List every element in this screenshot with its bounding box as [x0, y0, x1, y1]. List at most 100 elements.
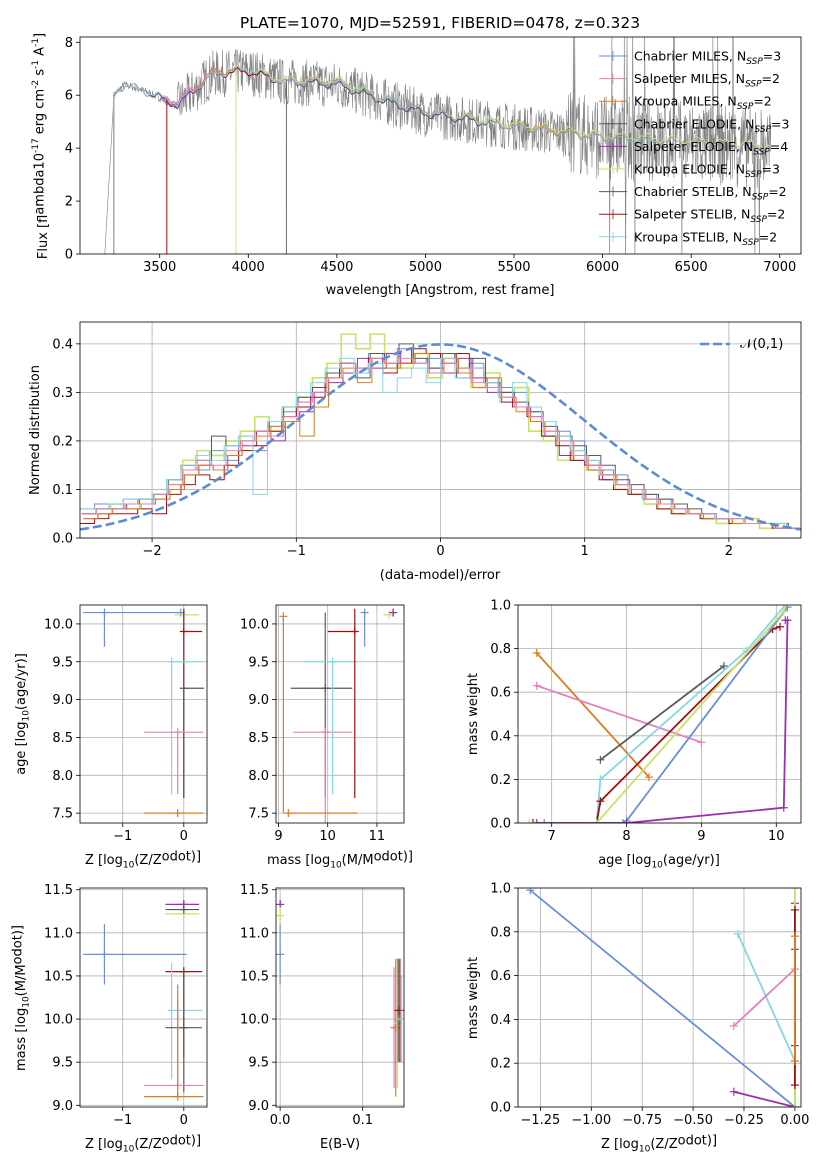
y-tick-label: 0.6 [490, 686, 511, 701]
y-tick-label: 11.0 [44, 926, 73, 941]
chart-title: PLATE=1070, MJD=52591, FIBERID=0478, z=0… [240, 14, 640, 32]
y-tick-label: 9.5 [52, 655, 73, 670]
axes-frame [275, 887, 405, 1108]
legend-label: 𝒩(0,1) [740, 337, 783, 352]
x-tick-label: 0.00 [780, 1113, 809, 1128]
x-tick-label: 0.1 [352, 1113, 373, 1128]
x-tick-label: 9 [274, 829, 282, 844]
x-axis-label: (data-model)/error [380, 568, 501, 583]
y-tick-label: 8 [65, 36, 73, 51]
y-tick-label: 10.0 [240, 1013, 269, 1028]
axes-frame [517, 604, 802, 824]
x-axis-label: Z [log10​(Z/Zodot)] [85, 849, 201, 870]
y-tick-label: 8.5 [248, 731, 269, 746]
x-axis-label: mass [log10​(M/Modot)] [267, 849, 413, 870]
x-tick-label: 4500 [320, 260, 353, 275]
plot-area [83, 900, 204, 1101]
y-tick-label: 0.0 [490, 1101, 511, 1116]
x-tick-label: 8 [622, 829, 630, 844]
weight-line [536, 652, 650, 778]
metallicity-weight-axes: −1.25 −1.00 −0.75 −0.50 −0.25 0.00 0.0 0.2 0.4 0.… [466, 882, 809, 1155]
y-tick-label: 8.0 [248, 769, 269, 784]
legend-label: Salpeter ELODIE, NSSP​=4 [634, 139, 788, 158]
legend-label: Salpeter STELIB, NSSP​=2 [634, 207, 785, 226]
legend-label: Kroupa MILES, NSSP​=2 [634, 94, 772, 113]
plot-area [276, 900, 404, 1097]
weight-line [533, 605, 786, 823]
weight-line [599, 665, 725, 761]
y-tick-label: 0.0 [52, 532, 73, 547]
y-axis-label: mass [log10​(M/Modot)] [10, 925, 31, 1071]
x-tick-label: 4000 [232, 260, 265, 275]
metallicity-mass-axes: −1 0 9.0 9.5 10.0 10.5 11.0 11.5 Z [log10​(Z/Zod… [10, 883, 208, 1155]
extinction-mass-axes: 0.0 0.1 9.0 9.5 10.0 10.5 11.0 11.5 E(B-V) [240, 883, 405, 1152]
y-axis-label: mass weight [466, 957, 481, 1039]
x-axis-label: E(B-V) [320, 1137, 360, 1152]
y-tick-label: 9.5 [248, 1056, 269, 1071]
legend-label: Chabrier STELIB, NSSP​=2 [634, 184, 787, 203]
axes-frame [79, 604, 208, 824]
y-tick-label: 0 [65, 248, 73, 263]
weight-line [733, 968, 796, 1027]
weight-line [536, 684, 702, 744]
y-tick-label: 0.4 [52, 337, 73, 352]
x-tick-label: 0 [180, 829, 188, 844]
metallicity-age-axes: −1 0 7.5 8.0 8.5 9.0 9.5 10.0 Z [log10​(Z/Zodot)… [14, 604, 208, 871]
observed-spectrum [104, 37, 772, 254]
weight-line [733, 903, 796, 1107]
y-tick-label: 1.0 [490, 599, 511, 614]
y-tick-label: 0.0 [490, 817, 511, 832]
y-axis-label: Flux [flambda10-17​ erg cm-2​ s-1​ A-1​] [31, 33, 51, 259]
x-tick-label: −0.50 [673, 1113, 713, 1128]
y-axis-label: age [log10​(age/yr)] [14, 653, 32, 775]
x-tick-label: −1.25 [520, 1113, 560, 1128]
x-tick-label: 0 [436, 544, 444, 559]
x-tick-label: −1.00 [571, 1113, 611, 1128]
y-tick-label: 10.0 [44, 617, 73, 632]
x-tick-label: 2 [725, 544, 733, 559]
y-tick-label: 0.2 [490, 773, 511, 788]
spectrum-axes: 3500 4000 4500 5000 5500 6000 6500 7000 0 2 4 6 8 PLA… [31, 14, 802, 298]
model-spectrum-line [235, 64, 771, 254]
x-axis-label: wavelength [Angstrom, rest frame] [326, 283, 555, 298]
x-tick-label: 7000 [763, 260, 796, 275]
x-axis-label: age [log10​(age/yr)] [598, 853, 720, 871]
legend-label: Kroupa ELODIE, NSSP​=3 [634, 162, 780, 181]
histogram-step [81, 357, 801, 529]
y-tick-label: 0.8 [490, 925, 511, 940]
y-tick-label: 9.0 [248, 1099, 269, 1114]
y-tick-label: 10.5 [44, 969, 73, 984]
x-tick-label: −0.25 [724, 1113, 764, 1128]
axes-frame [79, 36, 802, 255]
x-tick-label: 0 [180, 1113, 188, 1128]
y-tick-label: 0.6 [490, 969, 511, 984]
y-tick-label: 0.4 [490, 1013, 511, 1028]
age-weight-axes: 7 8 9 10 0.0 0.2 0.4 0.6 0.8 1.0 age [log10​(age/y… [466, 599, 802, 871]
x-tick-label: 5500 [497, 260, 530, 275]
x-tick-label: 10 [768, 829, 785, 844]
x-tick-label: 1 [581, 544, 589, 559]
y-tick-label: 4 [65, 142, 73, 157]
x-tick-label: −1 [287, 544, 306, 559]
y-tick-label: 6 [65, 89, 73, 104]
y-tick-label: 0.2 [490, 1057, 511, 1072]
mass-age-axes: 9 10 11 7.5 8.0 8.5 9.0 9.5 10.0 mass [log10​(M/M… [240, 604, 413, 871]
plot-area [526, 888, 799, 1107]
y-tick-label: 0.2 [52, 434, 73, 449]
y-tick-label: 11.5 [240, 883, 269, 898]
x-tick-label: 11 [369, 829, 386, 844]
y-tick-label: 9.5 [52, 1056, 73, 1071]
weight-line [544, 606, 789, 823]
plot-area [83, 608, 204, 818]
y-tick-label: 10.5 [240, 969, 269, 984]
y-tick-label: 7.5 [52, 807, 73, 822]
legend-label: Salpeter MILES, NSSP​=2 [634, 71, 780, 90]
y-tick-label: 9.0 [248, 693, 269, 708]
x-tick-label: 10 [319, 829, 336, 844]
weight-line [529, 605, 787, 823]
x-tick-label: 9 [697, 829, 705, 844]
y-tick-label: 8.5 [52, 731, 73, 746]
weight-line [529, 889, 796, 1107]
axes-frame [517, 887, 802, 1108]
